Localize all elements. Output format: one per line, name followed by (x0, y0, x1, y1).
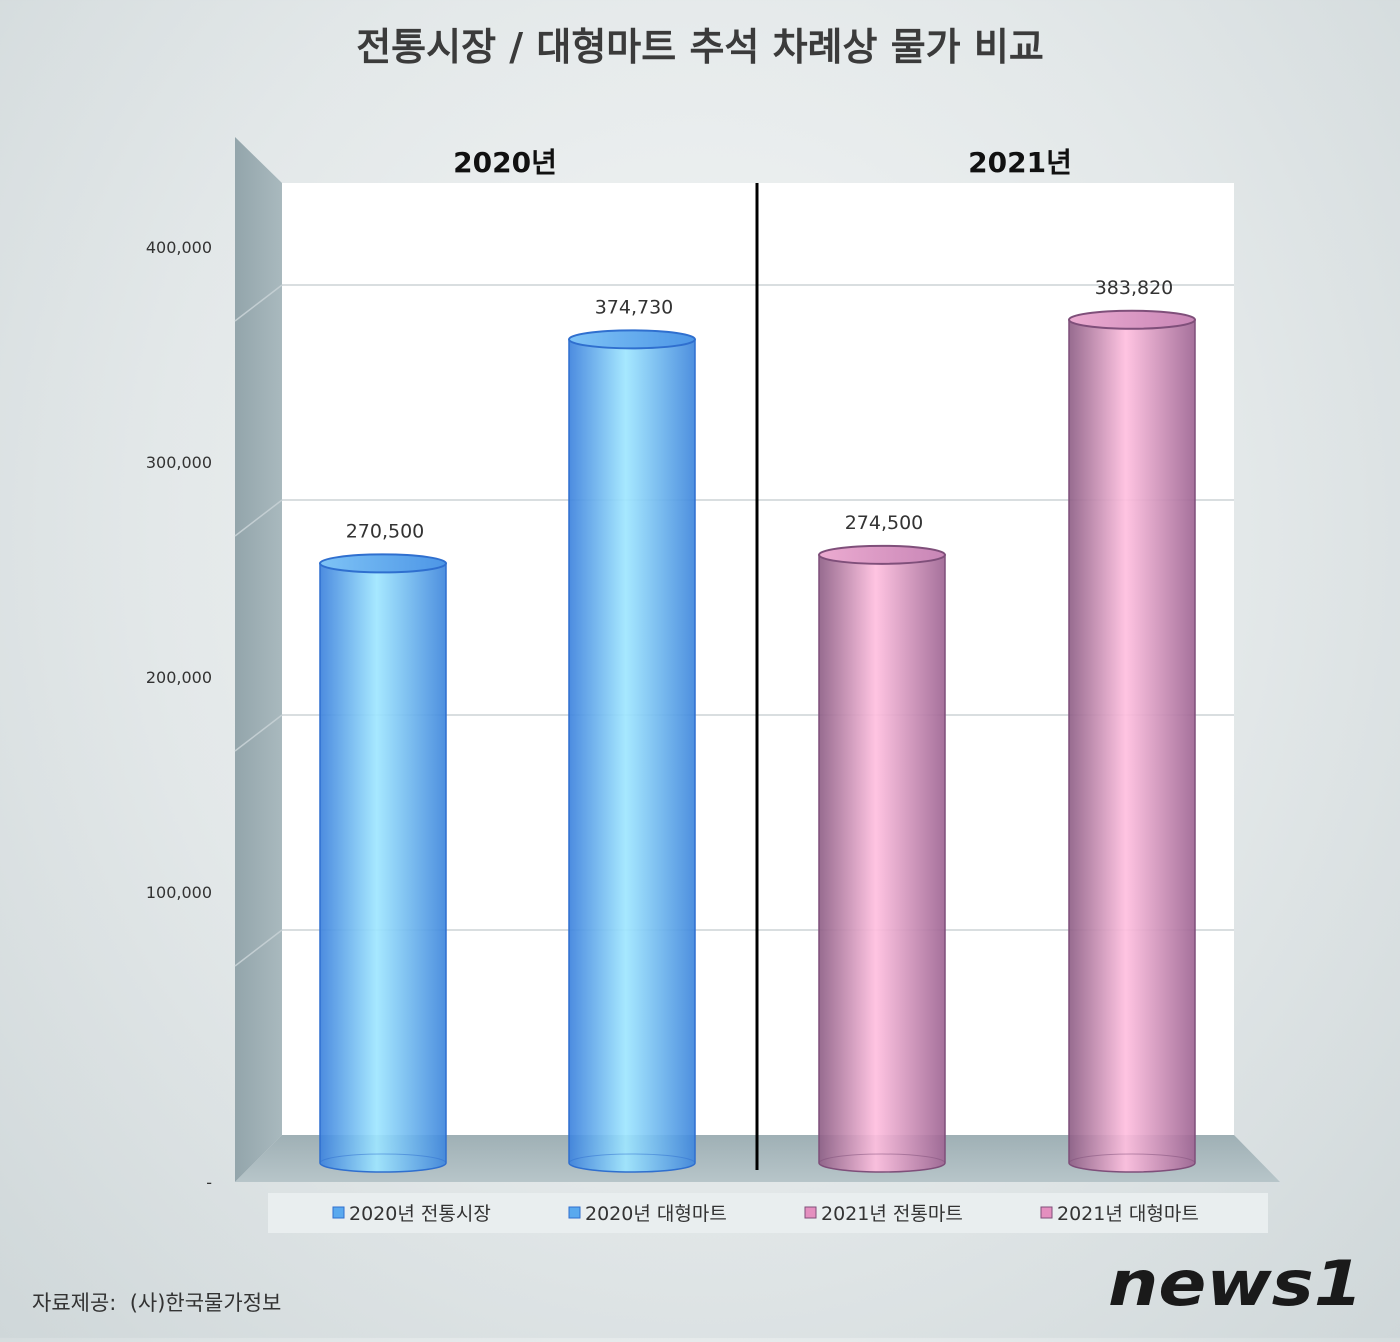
side-wall (235, 137, 282, 1182)
legend-label: 2020년 대형마트 (585, 1203, 727, 1225)
bars (319, 309, 1196, 1173)
news1-logo: news1 (1108, 1247, 1363, 1320)
legend-box (268, 1193, 1268, 1233)
y-tick-label: - (206, 1173, 212, 1192)
group-label-2021: 2021년 (968, 146, 1072, 179)
legend-swatch (332, 1206, 345, 1219)
data-label: 383,820 (1095, 277, 1174, 299)
logo-text: news1 (1108, 1247, 1363, 1320)
bar-2021년 전통마트 (818, 544, 946, 1173)
bar-body (1068, 319, 1196, 1173)
data-label: 274,500 (845, 512, 924, 534)
bar-body (568, 338, 696, 1173)
bar-base-ring (568, 1153, 696, 1173)
gridline-side (234, 499, 283, 537)
legend-swatch (1040, 1206, 1053, 1219)
bar-2020년 전통시장 (319, 553, 447, 1173)
y-tick-label: 300,000 (146, 453, 212, 472)
legend-label: 2021년 전통마트 (821, 1203, 963, 1225)
data-label: 270,500 (346, 520, 425, 542)
y-axis: - 100,000 200,000 300,000 400,000 (146, 238, 212, 1192)
group-label-2020: 2020년 (453, 146, 557, 179)
gridline-side (234, 929, 283, 967)
bar-body (319, 562, 447, 1173)
bar-top (319, 553, 447, 574)
bar-base-ring (818, 1153, 946, 1173)
bar-base-ring (319, 1153, 447, 1173)
bar-base-ring (1068, 1153, 1196, 1173)
y-tick-label: 200,000 (146, 668, 212, 687)
legend-swatch (804, 1206, 817, 1219)
data-label: 374,730 (595, 296, 674, 318)
legend-label: 2020년 전통시장 (349, 1203, 491, 1225)
chart-title: 전통시장 / 대형마트 추석 차례상 물가 비교 (356, 25, 1044, 69)
bar-body (818, 554, 946, 1173)
legend: 2020년 전통시장 2020년 대형마트 2021년 전통마트 2021년 대형마트 (332, 1203, 1199, 1225)
bar-top (568, 329, 696, 350)
data-labels: 270,500 374,730 274,500 383,820 (346, 277, 1174, 543)
y-tick-label: 400,000 (146, 238, 212, 257)
y-tick-label: 100,000 (146, 883, 212, 902)
legend-label: 2021년 대형마트 (1057, 1203, 1199, 1225)
gridline-side (234, 284, 283, 322)
bar-2021년 대형마트 (1068, 309, 1196, 1173)
bar-top (1068, 309, 1196, 330)
gridline-side (234, 714, 283, 752)
bar-top (818, 544, 946, 565)
source-text: 자료제공: (사)한국물가정보 (32, 1291, 281, 1315)
legend-swatch (568, 1206, 581, 1219)
bar-2020년 대형마트 (568, 329, 696, 1173)
